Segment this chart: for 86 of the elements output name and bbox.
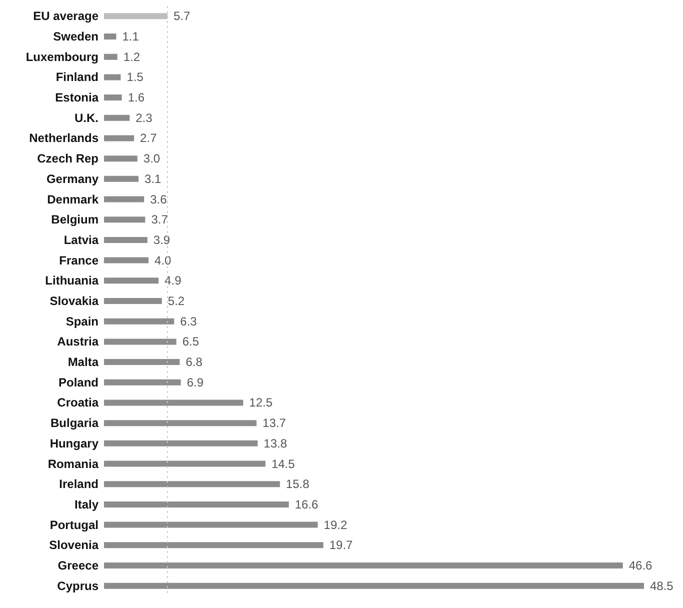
bar <box>104 257 149 264</box>
bar <box>104 298 162 304</box>
data-label: 3.1 <box>144 172 162 186</box>
bar <box>104 501 289 508</box>
y-tick-label: Croatia <box>57 396 99 410</box>
bar <box>104 582 644 589</box>
data-label: 6.8 <box>186 355 203 370</box>
bar <box>104 156 138 162</box>
y-tick-label: Slovakia <box>50 294 99 308</box>
bar <box>104 34 116 40</box>
bar <box>104 236 148 243</box>
y-tick-label: Ireland <box>59 477 98 492</box>
data-label: 19.7 <box>329 538 354 552</box>
bar <box>104 400 244 406</box>
y-tick-label: Slovenia <box>49 538 99 552</box>
y-tick-label: Netherlands <box>29 131 99 146</box>
data-label: 15.8 <box>286 477 310 492</box>
data-label: 1.6 <box>128 90 145 105</box>
data-label: 3.9 <box>153 232 170 247</box>
y-tick-label: U.K. <box>74 110 98 125</box>
data-label: 4.0 <box>154 253 172 268</box>
bar <box>104 216 146 223</box>
bar <box>104 562 623 568</box>
data-label: 16.6 <box>294 497 319 512</box>
data-label: 4.9 <box>164 274 182 288</box>
data-label: 3.6 <box>150 192 168 206</box>
bar <box>104 176 139 182</box>
bar <box>104 522 318 528</box>
data-label: 2.3 <box>136 110 153 125</box>
y-tick-label: Latvia <box>64 232 99 247</box>
bar <box>104 318 174 324</box>
data-label: 1.1 <box>122 30 140 44</box>
bar <box>104 135 134 142</box>
data-label: 5.7 <box>173 9 190 24</box>
y-tick-label: EU average <box>33 9 99 24</box>
data-label: 6.5 <box>182 334 200 349</box>
data-label: 1.2 <box>123 50 140 64</box>
y-tick-label: Portugal <box>50 518 98 532</box>
bar <box>104 196 144 202</box>
bar <box>104 74 121 80</box>
y-tick-label: Luxembourg <box>26 50 98 64</box>
y-tick-label: Finland <box>56 70 98 84</box>
data-label: 5.2 <box>168 294 185 308</box>
y-tick-label: Cyprus <box>57 578 99 593</box>
y-tick-label: Bulgaria <box>50 416 99 430</box>
bar <box>104 481 280 488</box>
bar <box>104 440 258 446</box>
data-label: 46.6 <box>628 558 653 572</box>
data-label: 2.7 <box>140 131 158 146</box>
y-tick-label: Poland <box>58 375 98 390</box>
bar <box>104 460 266 467</box>
data-label: 3.0 <box>143 152 160 166</box>
data-label: 13.7 <box>262 416 286 430</box>
y-tick-label: Lithuania <box>45 274 99 288</box>
bar <box>104 54 118 60</box>
y-tick-label: Germany <box>46 172 99 186</box>
data-label: 14.5 <box>271 456 296 471</box>
y-tick-label: France <box>59 253 99 268</box>
y-tick-label: Denmark <box>47 192 99 206</box>
y-tick-label: Czech Rep <box>37 152 98 166</box>
y-tick-label: Hungary <box>50 436 99 450</box>
bar <box>104 278 159 284</box>
data-label: 19.2 <box>324 518 348 532</box>
data-label: 6.9 <box>186 375 204 390</box>
data-label: 3.7 <box>151 212 168 227</box>
bar <box>104 94 122 101</box>
y-tick-label: Italy <box>74 497 99 512</box>
bar <box>104 379 181 386</box>
bar <box>104 542 324 548</box>
bar <box>104 420 257 426</box>
data-label: 48.5 <box>650 578 674 593</box>
data-label: 6.3 <box>180 314 198 328</box>
y-tick-label: Belgium <box>51 212 98 227</box>
data-label: 12.5 <box>249 396 273 410</box>
data-label: 1.5 <box>126 70 144 84</box>
y-tick-label: Spain <box>66 314 98 328</box>
y-tick-label: Austria <box>57 334 99 349</box>
bar <box>104 338 176 345</box>
y-tick-label: Estonia <box>55 90 99 105</box>
data-label: 13.8 <box>264 436 288 450</box>
y-tick-label: Malta <box>68 355 99 370</box>
y-tick-label: Romania <box>48 456 99 471</box>
y-tick-label: Greece <box>58 558 99 572</box>
bar <box>104 359 180 366</box>
y-tick-label: Sweden <box>53 30 98 44</box>
bar <box>104 114 130 121</box>
